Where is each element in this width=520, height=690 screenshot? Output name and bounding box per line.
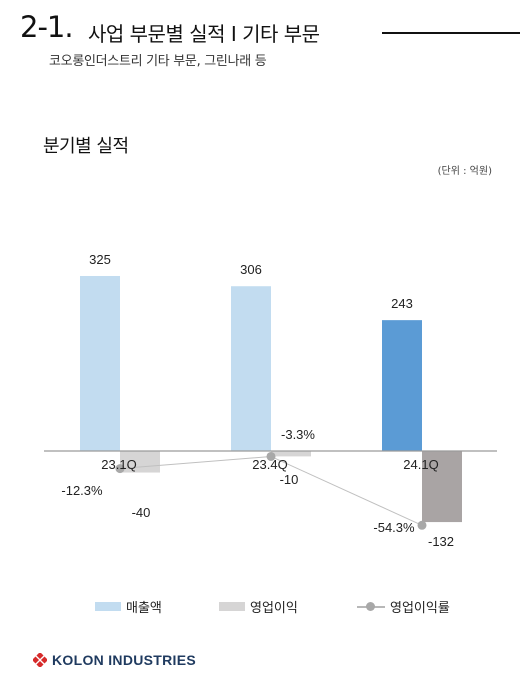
revenue-bar	[382, 320, 422, 451]
header-rule	[382, 32, 520, 34]
chart-legend: 매출액 영업이익 영업이익률	[0, 597, 520, 617]
category-tick-label: 23.4Q	[252, 457, 287, 472]
operating-margin-point	[417, 520, 427, 530]
operating-profit-bar	[120, 451, 160, 473]
chart-title: 분기별 실적	[43, 136, 129, 157]
revenue-bar	[231, 286, 271, 451]
operating-profit-bar	[271, 451, 311, 457]
legend-item-operating-profit: 영업이익	[219, 597, 298, 616]
brand-name: KOLON INDUSTRIES	[52, 652, 197, 668]
legend-swatch-revenue	[95, 602, 121, 611]
category-tick-label: 23.1Q	[101, 457, 136, 472]
legend-label-operating-profit: 영업이익	[250, 601, 298, 616]
legend-swatch-operating-margin	[357, 601, 385, 613]
operating-profit-value-label: -10	[280, 472, 299, 487]
section-number: 2-1.	[20, 10, 74, 44]
legend-label-revenue: 매출액	[126, 601, 162, 616]
operating-profit-bar	[422, 451, 462, 523]
legend-item-revenue: 매출액	[95, 597, 162, 616]
kolon-logo-icon	[33, 653, 47, 667]
operating-margin-value-label: -12.3%	[61, 483, 103, 498]
legend-item-operating-margin: 영업이익률	[357, 597, 450, 616]
operating-margin-point	[115, 464, 125, 474]
operating-margin-value-label: -3.3%	[281, 427, 315, 442]
operating-margin-point	[266, 451, 276, 461]
revenue-bar	[80, 275, 120, 451]
unit-note: (단위 : 억원)	[437, 166, 492, 177]
section-title: 사업 부문별 실적 I 기타 부문	[88, 22, 320, 46]
revenue-value-label: 243	[391, 296, 413, 311]
section-header: 2-1. 사업 부문별 실적 I 기타 부문	[20, 10, 520, 46]
footer-brand: KOLON INDUSTRIES	[33, 652, 196, 668]
legend-swatch-operating-profit	[219, 602, 245, 611]
operating-margin-value-label: -54.3%	[373, 520, 415, 535]
revenue-value-label: 306	[240, 262, 262, 277]
category-tick-label: 24.1Q	[403, 457, 438, 472]
revenue-value-label: 325	[89, 252, 111, 267]
operating-profit-value-label: -132	[428, 534, 454, 549]
operating-profit-value-label: -40	[132, 505, 151, 520]
section-subtitle: 코오롱인더스트리 기타 부문, 그린나래 등	[49, 54, 267, 69]
legend-label-operating-margin: 영업이익률	[390, 601, 450, 616]
